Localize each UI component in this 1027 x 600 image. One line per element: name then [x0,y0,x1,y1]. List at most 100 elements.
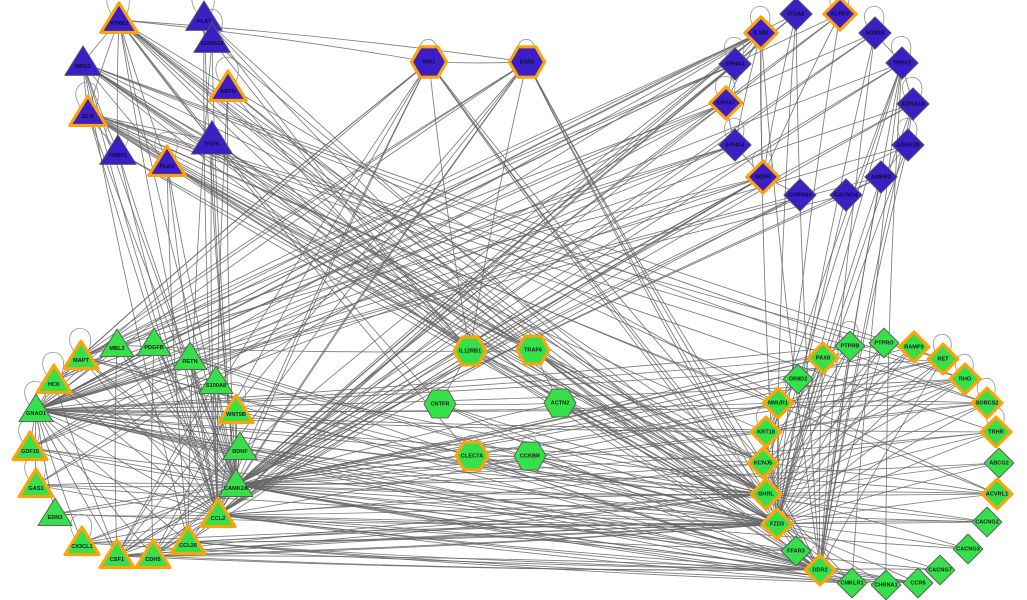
network-node[interactable]: KLRF2 [822,0,858,32]
triangle-node-shape[interactable] [98,538,136,570]
network-node[interactable]: ABCG2 [983,447,1015,479]
diamond-node-shape[interactable] [783,178,817,212]
diamond-node-shape[interactable] [971,506,1003,538]
diamond-node-shape[interactable] [708,85,744,121]
network-node[interactable]: IRS1 [409,45,449,79]
network-node[interactable]: TRHR [979,415,1013,449]
triangle-node-shape[interactable] [134,538,172,570]
triangle-node-shape[interactable] [208,69,248,102]
network-node[interactable]: EPHA7 [708,85,744,121]
diamond-node-shape[interactable] [970,386,1004,420]
triangle-node-shape[interactable] [217,393,255,425]
diamond-node-shape[interactable] [829,178,863,212]
triangle-node-shape[interactable] [99,1,139,34]
triangle-node-shape[interactable] [198,365,234,395]
diamond-node-shape[interactable] [782,363,814,395]
hexagon-node-shape[interactable] [409,45,449,79]
network-node[interactable]: PLAU [147,144,187,177]
diamond-node-shape[interactable] [803,553,837,587]
network-node[interactable]: NTRK2 [99,1,139,34]
network-node[interactable]: GAS1 [17,467,55,499]
diamond-node-shape[interactable] [980,477,1014,511]
diamond-node-shape[interactable] [780,535,812,567]
network-node[interactable]: CACNG3 [952,533,984,565]
triangle-node-shape[interactable] [136,327,172,357]
network-node[interactable]: SCN3B [858,16,892,50]
network-node[interactable]: IL12RB1 [452,335,488,367]
diamond-node-shape[interactable] [718,128,752,162]
diamond-node-shape[interactable] [885,46,919,80]
diamond-node-shape[interactable] [779,0,813,31]
triangle-node-shape[interactable] [218,468,254,498]
triangle-node-shape[interactable] [63,525,101,557]
triangle-node-shape[interactable] [62,339,100,371]
network-node[interactable]: ITGA8 [779,0,813,31]
network-node[interactable]: RHO [948,362,982,396]
diamond-node-shape[interactable] [836,567,868,599]
diamond-node-shape[interactable] [897,330,931,364]
triangle-node-shape[interactable] [64,45,102,76]
diamond-node-shape[interactable] [749,415,783,449]
network-node[interactable]: ESR2 [507,45,547,79]
diamond-node-shape[interactable] [870,569,902,600]
diamond-node-shape[interactable] [743,15,779,51]
triangle-node-shape[interactable] [222,431,258,461]
triangle-node-shape[interactable] [37,497,73,527]
triangle-node-shape[interactable] [190,120,234,155]
network-node[interactable]: RAMP3 [897,330,931,364]
diamond-node-shape[interactable] [891,128,925,162]
diamond-node-shape[interactable] [834,330,866,362]
network-node[interactable]: CHRNA1 [870,569,902,600]
network-node[interactable]: SORCS2 [970,386,1004,420]
triangle-node-shape[interactable] [17,467,55,499]
triangle-node-shape[interactable] [11,430,49,462]
network-node[interactable]: TRAF6 [515,334,551,366]
network-node[interactable]: TRPV3 [885,46,919,80]
network-node[interactable]: CCL26 [169,524,207,556]
triangle-node-shape[interactable] [193,22,231,53]
network-node[interactable]: RETN [172,341,208,371]
network-node[interactable]: ACTN2 [543,388,577,418]
diamond-node-shape[interactable] [924,554,956,586]
diamond-node-shape[interactable] [858,16,892,50]
triangle-node-shape[interactable] [169,524,207,556]
network-node[interactable]: IL1R2 [743,15,779,51]
diamond-node-shape[interactable] [718,47,752,81]
triangle-node-shape[interactable] [99,328,135,358]
diamond-node-shape[interactable] [948,362,982,396]
diamond-node-shape[interactable] [979,415,1013,449]
diamond-node-shape[interactable] [749,477,783,511]
hexagon-node-shape[interactable] [452,335,488,367]
network-node[interactable]: CHRNA4 [783,178,817,212]
triangle-node-shape[interactable] [99,134,137,165]
triangle-node-shape[interactable] [68,94,108,127]
hexagon-node-shape[interactable] [507,45,547,79]
triangle-node-shape[interactable] [147,144,187,177]
triangle-node-shape[interactable] [199,497,237,529]
hexagon-node-shape[interactable] [543,388,577,418]
diamond-node-shape[interactable] [746,446,780,480]
hexagon-node-shape[interactable] [423,389,457,419]
network-node[interactable]: ADRA1A [896,87,930,121]
network-node[interactable]: ACVRL1 [980,477,1014,511]
network-node[interactable]: ARTN [208,69,248,102]
network-node[interactable]: CLEC7A [454,440,490,472]
triangle-node-shape[interactable] [172,341,208,371]
network-node[interactable]: CACNG4 [829,178,863,212]
diamond-node-shape[interactable] [760,507,794,541]
diamond-node-shape[interactable] [983,447,1015,479]
triangle-node-shape[interactable] [185,0,223,31]
diamond-node-shape[interactable] [868,327,900,359]
network-node[interactable]: AMHR2 [864,160,898,194]
hexagon-node-shape[interactable] [454,440,490,472]
diamond-node-shape[interactable] [864,160,898,194]
network-node[interactable]: EPHA3 [718,128,752,162]
hexagon-node-shape[interactable] [513,441,547,471]
diamond-node-shape[interactable] [806,341,840,375]
diamond-node-shape[interactable] [761,386,795,420]
network-node[interactable]: CCKBR [513,441,547,471]
triangle-node-shape[interactable] [18,393,54,423]
diamond-node-shape[interactable] [926,342,960,376]
diamond-node-shape[interactable] [822,0,858,32]
